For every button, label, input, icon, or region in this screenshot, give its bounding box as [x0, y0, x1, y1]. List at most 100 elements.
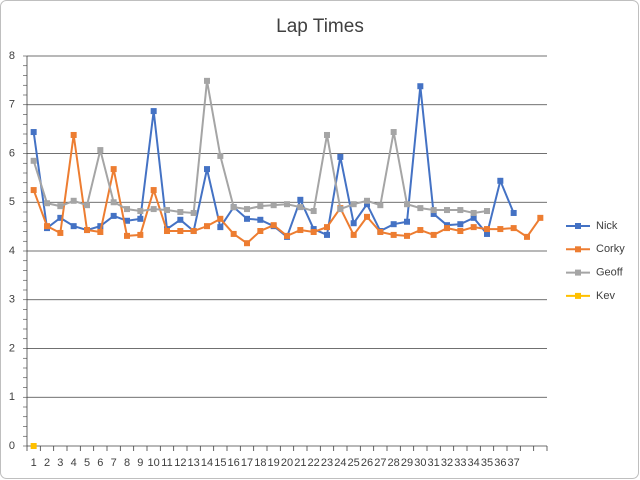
legend-marker: [575, 269, 581, 276]
x-tick-label: 37: [508, 457, 520, 469]
x-tick-label: 10: [148, 457, 160, 469]
x-tick-label: 18: [254, 457, 266, 469]
point-marker: [350, 201, 357, 208]
point-marker: [324, 231, 330, 238]
point-marker: [457, 207, 464, 214]
point-marker: [510, 209, 517, 216]
y-tick-label: 5: [9, 196, 15, 208]
point-marker: [390, 231, 397, 238]
point-marker: [457, 228, 464, 235]
x-tick-label: 17: [241, 457, 253, 469]
point-marker: [164, 207, 170, 214]
point-marker: [164, 228, 170, 235]
point-marker: [124, 232, 130, 239]
point-marker: [70, 223, 77, 230]
point-marker: [97, 228, 104, 235]
point-marker: [417, 227, 424, 234]
point-marker: [390, 129, 397, 136]
y-tick-label: 7: [9, 99, 15, 111]
point-marker: [430, 210, 437, 217]
point-marker: [150, 108, 157, 115]
x-tick-label: 12: [174, 457, 186, 469]
point-marker: [497, 177, 504, 184]
x-tick-label: 28: [388, 457, 400, 469]
point-marker: [30, 157, 37, 164]
point-marker: [324, 131, 330, 138]
x-tick-label: 32: [441, 457, 453, 469]
legend-label: Nick: [596, 220, 618, 232]
legend-marker: [575, 223, 581, 229]
point-marker: [417, 205, 424, 212]
point-marker: [537, 214, 544, 221]
x-tick-label: 26: [361, 457, 373, 469]
point-marker: [470, 209, 477, 216]
x-tick-label: 29: [401, 457, 413, 469]
point-marker: [204, 166, 210, 173]
point-marker: [364, 201, 370, 208]
point-marker: [270, 202, 277, 209]
x-tick-label: 22: [308, 457, 320, 469]
point-marker: [110, 199, 117, 206]
legend-marker: [575, 246, 581, 253]
point-marker: [217, 152, 224, 159]
point-marker: [244, 206, 250, 213]
point-marker: [444, 225, 450, 232]
x-tick-label: 1: [31, 457, 37, 469]
legend-label: Geoff: [596, 267, 624, 279]
point-marker: [497, 226, 504, 233]
point-marker: [44, 223, 50, 230]
point-marker: [297, 204, 304, 211]
point-marker: [30, 129, 37, 136]
legend-label: Corky: [596, 243, 625, 255]
point-marker: [284, 232, 290, 239]
point-marker: [44, 200, 50, 207]
y-tick-label: 2: [9, 342, 15, 354]
x-tick-label: 5: [84, 457, 90, 469]
point-marker: [70, 197, 77, 204]
point-marker: [404, 218, 410, 225]
point-marker: [297, 196, 304, 203]
point-marker: [137, 215, 144, 222]
point-marker: [257, 216, 264, 223]
x-tick-label: 33: [454, 457, 466, 469]
point-marker: [97, 223, 104, 230]
point-marker: [484, 208, 490, 215]
point-marker: [364, 197, 370, 204]
point-marker: [150, 187, 157, 194]
point-marker: [150, 206, 157, 213]
point-marker: [390, 221, 397, 228]
x-tick-label: 27: [374, 457, 386, 469]
x-tick-label: 15: [214, 457, 226, 469]
point-marker: [204, 223, 210, 230]
y-tick-label: 1: [9, 391, 15, 403]
point-marker: [377, 202, 384, 209]
x-tick-label: 9: [137, 457, 143, 469]
point-marker: [404, 201, 410, 208]
point-marker: [284, 201, 290, 208]
point-marker: [257, 203, 264, 210]
point-marker: [57, 214, 64, 221]
x-tick-label: 3: [57, 457, 63, 469]
point-marker: [70, 131, 77, 138]
point-marker: [257, 228, 264, 235]
y-tick-label: 0: [9, 440, 15, 452]
x-tick-label: 16: [228, 457, 240, 469]
chart-title: Lap Times: [276, 16, 364, 37]
point-marker: [204, 77, 210, 84]
point-marker: [230, 204, 237, 211]
point-marker: [137, 231, 144, 238]
point-marker: [417, 83, 424, 90]
point-marker: [337, 153, 344, 160]
x-tick-label: 6: [97, 457, 103, 469]
point-marker: [137, 208, 144, 215]
point-marker: [84, 227, 90, 234]
x-tick-label: 2: [44, 457, 50, 469]
x-tick-label: 8: [124, 457, 130, 469]
point-marker: [510, 225, 517, 232]
point-marker: [190, 228, 197, 235]
point-marker: [177, 228, 184, 235]
point-marker: [177, 216, 184, 223]
point-marker: [177, 209, 184, 215]
x-tick-label: 4: [71, 457, 77, 469]
point-marker: [310, 208, 317, 215]
